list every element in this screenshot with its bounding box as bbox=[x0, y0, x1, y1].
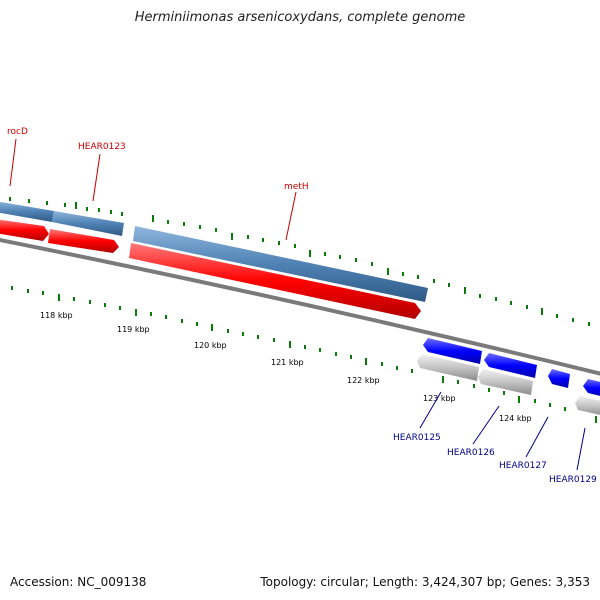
forward-cds-feature[interactable] bbox=[52, 211, 124, 236]
label-leader bbox=[525, 416, 549, 458]
scale-label: 124 kbp bbox=[499, 414, 532, 423]
reverse-cds-feature[interactable] bbox=[583, 379, 600, 397]
reverse-gene-labels: HEAR0125 HEAR0126 HEAR0127 HEAR0129 bbox=[393, 391, 597, 485]
lower-tick-row bbox=[11, 286, 597, 423]
label-leader bbox=[472, 405, 500, 445]
forward-cds-feature[interactable] bbox=[0, 201, 54, 222]
genome-summary-text: Topology: circular; Length: 3,424,307 bp… bbox=[260, 575, 590, 589]
gene-label-forward[interactable]: HEAR0123 bbox=[78, 142, 126, 152]
map-title: Herminiimonas arsenicoxydans, complete g… bbox=[134, 10, 466, 25]
genome-backbone bbox=[0, 237, 600, 376]
reverse-cds-feature[interactable] bbox=[484, 353, 537, 378]
label-leader bbox=[92, 153, 101, 202]
forward-gene-track bbox=[0, 219, 421, 319]
upper-tick-row bbox=[9, 197, 590, 326]
reverse-cds-feature[interactable] bbox=[423, 338, 482, 364]
label-leader bbox=[9, 138, 17, 187]
scale-label: 119 kbp bbox=[117, 325, 150, 334]
label-leader bbox=[419, 391, 442, 429]
forward-gene-labels: rocD HEAR0123 metH bbox=[7, 127, 309, 241]
gene-label-reverse[interactable]: HEAR0129 bbox=[549, 475, 597, 485]
accession-text: Accession: NC_009138 bbox=[10, 575, 147, 589]
label-leader bbox=[576, 427, 586, 471]
gene-label-reverse[interactable]: HEAR0127 bbox=[499, 461, 547, 471]
reverse-gene-feature[interactable] bbox=[575, 396, 600, 416]
gene-label-forward[interactable]: rocD bbox=[7, 127, 28, 137]
forward-cds-feature[interactable] bbox=[133, 226, 428, 302]
label-leader bbox=[285, 191, 297, 241]
reverse-cds-feature[interactable] bbox=[548, 369, 570, 388]
scale-label: 123 kbp bbox=[423, 394, 456, 403]
reverse-gene-feature[interactable] bbox=[417, 354, 479, 381]
reverse-cds-track bbox=[423, 338, 600, 397]
reverse-gene-track bbox=[417, 354, 600, 416]
gene-label-reverse[interactable]: HEAR0126 bbox=[447, 448, 495, 458]
forward-gene-feature[interactable] bbox=[48, 229, 119, 253]
scale-label: 118 kbp bbox=[40, 311, 73, 320]
gene-label-reverse[interactable]: HEAR0125 bbox=[393, 433, 441, 443]
scale-label: 120 kbp bbox=[194, 341, 227, 350]
gene-label-forward[interactable]: metH bbox=[284, 182, 309, 192]
scale-label: 121 kbp bbox=[271, 358, 304, 367]
scale-labels: 118 kbp 119 kbp 120 kbp 121 kbp 122 kbp … bbox=[40, 311, 532, 423]
forward-gene-feature[interactable] bbox=[0, 219, 49, 241]
scale-label: 122 kbp bbox=[347, 376, 380, 385]
reverse-gene-feature[interactable] bbox=[478, 369, 533, 395]
forward-gene-feature[interactable] bbox=[129, 243, 421, 319]
forward-cds-track bbox=[0, 201, 428, 302]
